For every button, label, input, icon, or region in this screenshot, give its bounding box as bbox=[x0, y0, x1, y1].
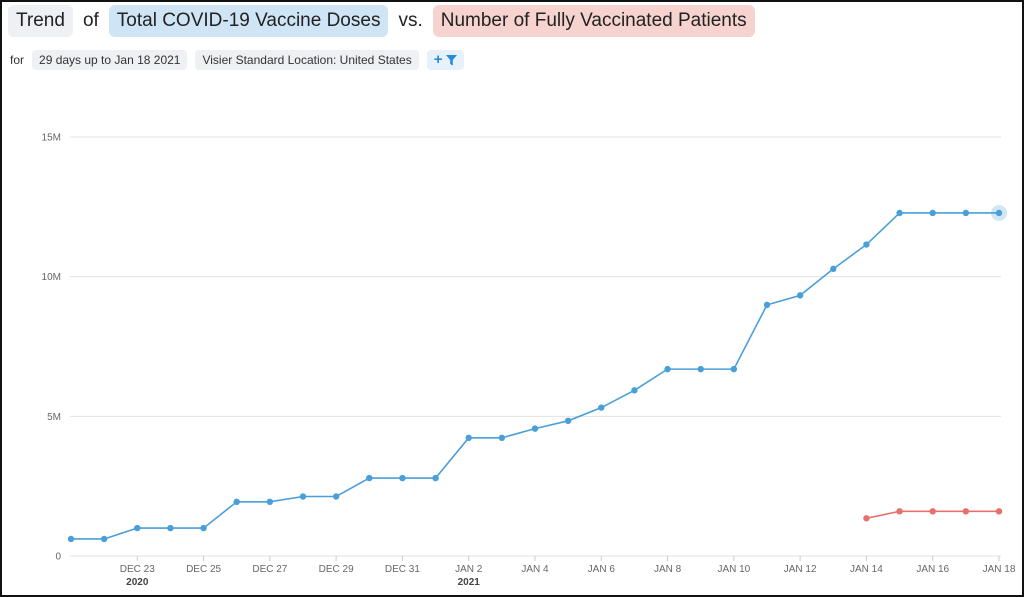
time-range-chip[interactable]: 29 days up to Jan 18 2021 bbox=[32, 50, 188, 70]
data-point-series-1[interactable] bbox=[432, 474, 439, 482]
data-point-series-1[interactable] bbox=[498, 434, 506, 442]
data-point-series-1[interactable] bbox=[366, 474, 373, 482]
y-tick-label: 10M bbox=[42, 272, 61, 283]
location-filter-chip[interactable]: Visier Standard Location: United States bbox=[195, 50, 419, 70]
data-point-series-1[interactable] bbox=[763, 301, 771, 309]
data-point-series-1[interactable] bbox=[995, 209, 1003, 217]
data-point-series-1[interactable] bbox=[332, 493, 340, 500]
x-tick-label: JAN 10 bbox=[717, 564, 750, 575]
x-tick-label: JAN 14 bbox=[850, 564, 883, 575]
chart-type-selector[interactable]: Trend bbox=[8, 5, 73, 37]
x-year-label: 2020 bbox=[126, 577, 149, 588]
data-point-series-1[interactable] bbox=[697, 365, 704, 373]
data-point-series-1[interactable] bbox=[631, 387, 638, 394]
data-point-series-1[interactable] bbox=[664, 365, 671, 373]
data-point-series-1[interactable] bbox=[167, 524, 174, 532]
data-point-series-1[interactable] bbox=[830, 265, 837, 273]
data-point-series-1[interactable] bbox=[299, 493, 307, 500]
x-tick-label: JAN 12 bbox=[784, 564, 817, 575]
data-point-series-2[interactable] bbox=[863, 515, 870, 522]
metric1-selector[interactable]: Total COVID-19 Vaccine Doses bbox=[108, 5, 389, 37]
x-tick-label: DEC 27 bbox=[252, 564, 287, 575]
filter-icon bbox=[446, 54, 458, 65]
data-point-series-1[interactable] bbox=[465, 434, 472, 442]
data-point-series-1[interactable] bbox=[962, 209, 970, 217]
for-label: for bbox=[10, 53, 25, 67]
data-point-series-1[interactable] bbox=[100, 535, 108, 543]
data-point-series-1[interactable] bbox=[399, 474, 406, 482]
data-point-series-2[interactable] bbox=[962, 508, 970, 515]
x-tick-label: DEC 31 bbox=[385, 564, 420, 575]
y-tick-label: 15M bbox=[42, 133, 61, 144]
x-tick-label: JAN 16 bbox=[916, 564, 949, 575]
data-point-series-1[interactable] bbox=[531, 425, 539, 432]
data-point-series-2[interactable] bbox=[995, 508, 1003, 515]
y-tick-label: 0 bbox=[55, 552, 61, 563]
data-point-series-1[interactable] bbox=[67, 535, 75, 543]
metric2-selector[interactable]: Number of Fully Vaccinated Patients bbox=[432, 5, 755, 37]
series-line-1 bbox=[71, 212, 999, 540]
y-tick-label: 5M bbox=[47, 412, 61, 423]
x-tick-label: JAN 4 bbox=[521, 564, 549, 575]
data-point-series-1[interactable] bbox=[896, 209, 903, 217]
title-of-text: of bbox=[82, 10, 99, 31]
data-point-series-1[interactable] bbox=[796, 292, 804, 299]
add-filter-button[interactable]: + bbox=[426, 50, 465, 70]
data-point-series-1[interactable] bbox=[598, 404, 605, 411]
x-tick-label: JAN 6 bbox=[588, 564, 616, 575]
x-tick-label: DEC 23 bbox=[120, 564, 155, 575]
plus-icon: + bbox=[433, 51, 443, 68]
data-point-series-1[interactable] bbox=[266, 498, 274, 506]
data-point-series-1[interactable] bbox=[233, 498, 240, 506]
data-point-series-1[interactable] bbox=[730, 365, 738, 373]
data-point-series-1[interactable] bbox=[863, 241, 870, 248]
data-point-series-2[interactable] bbox=[929, 508, 936, 515]
data-point-series-1[interactable] bbox=[564, 417, 572, 425]
chart-title: Trend of Total COVID-19 Vaccine Doses vs… bbox=[8, 5, 755, 37]
x-tick-label: JAN 18 bbox=[983, 564, 1016, 575]
x-tick-label: JAN 2 bbox=[455, 564, 483, 575]
x-year-label: 2021 bbox=[458, 577, 481, 588]
filter-bar: for 29 days up to Jan 18 2021 Visier Sta… bbox=[10, 50, 465, 70]
data-point-series-2[interactable] bbox=[896, 508, 903, 515]
title-vs-text: vs. bbox=[398, 10, 423, 31]
data-point-series-1[interactable] bbox=[929, 209, 936, 217]
x-tick-label: DEC 29 bbox=[319, 564, 354, 575]
x-tick-label: JAN 8 bbox=[654, 564, 682, 575]
x-tick-label: DEC 25 bbox=[186, 564, 221, 575]
data-point-series-1[interactable] bbox=[200, 524, 207, 532]
data-point-series-1[interactable] bbox=[134, 524, 141, 532]
